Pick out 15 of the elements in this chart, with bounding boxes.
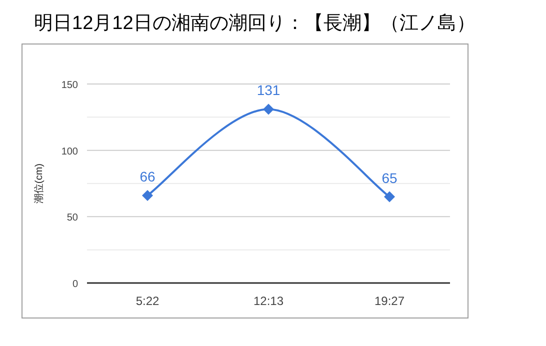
x-tick-label: 12:13	[253, 294, 284, 308]
x-tick-label: 19:27	[374, 294, 405, 308]
data-label: 131	[256, 82, 280, 98]
point	[384, 191, 395, 202]
point	[263, 104, 274, 115]
y-tick-label: 50	[66, 212, 78, 224]
data-label: 65	[382, 170, 398, 186]
x-tick-label: 5:22	[136, 294, 160, 308]
y-tick-label: 100	[61, 146, 78, 158]
point	[142, 190, 153, 201]
data-label: 66	[140, 168, 156, 184]
ylabel: 潮位(cm)	[34, 164, 45, 204]
title: 明日12月12日の湘南の潮回り：【長潮】（江ノ島）	[34, 13, 476, 34]
y-tick-label: 150	[61, 80, 78, 91]
y-tick-label: 0	[72, 279, 78, 290]
